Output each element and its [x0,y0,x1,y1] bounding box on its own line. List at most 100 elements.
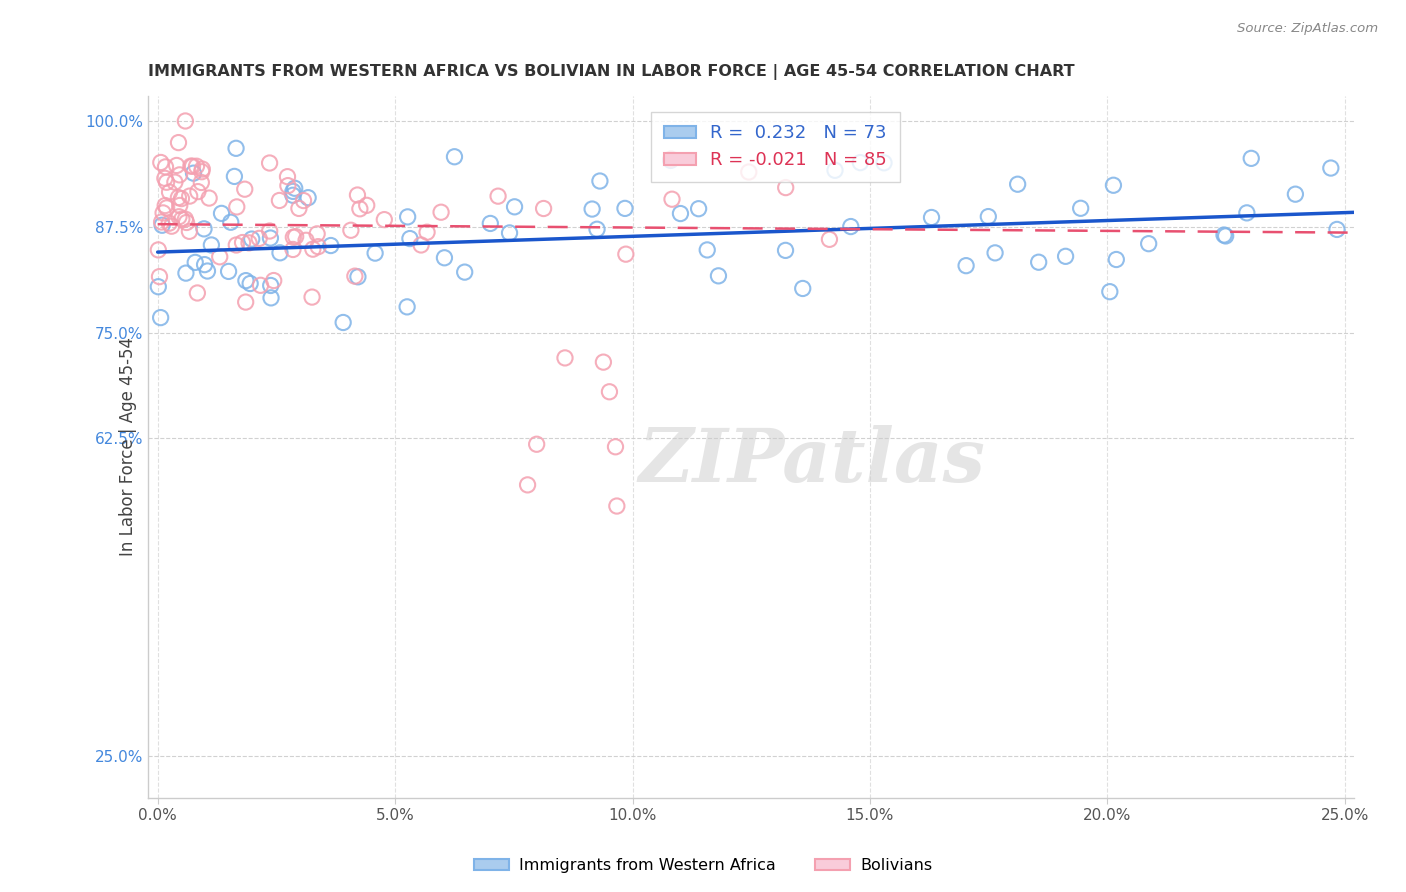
Point [163,175,186,189]
Point [218,264,240,278]
Point [259,156,281,170]
Point [399,231,422,245]
Point [1070,201,1092,215]
Point [349,202,371,216]
Point [148,279,170,293]
Point [1284,187,1306,202]
Point [149,155,172,169]
Point [486,189,509,203]
Point [839,219,862,234]
Point [1028,255,1050,269]
Point [430,205,453,219]
Point [661,192,683,206]
Point [1105,252,1128,267]
Point [818,232,841,246]
Point [194,258,217,272]
Point [396,210,419,224]
Text: Source: ZipAtlas.com: Source: ZipAtlas.com [1237,22,1378,36]
Point [183,166,205,180]
Point [198,191,221,205]
Point [605,440,627,454]
Point [283,230,305,244]
Point [263,274,285,288]
Point [589,174,612,188]
Point [775,180,797,194]
Point [921,211,943,225]
Point [581,202,603,216]
Point [443,150,465,164]
Point [148,243,170,257]
Point [598,384,620,399]
Point [208,250,231,264]
Point [225,238,247,252]
Point [498,226,520,240]
Point [516,478,538,492]
Point [454,265,477,279]
Point [235,295,257,310]
Point [269,245,291,260]
Point [260,291,283,305]
Point [176,215,198,229]
Point [170,192,193,206]
Point [150,215,173,229]
Point [849,155,872,169]
Point [149,310,172,325]
Point [235,274,257,288]
Point [169,168,191,182]
Point [211,206,233,220]
Point [396,300,419,314]
Point [307,240,329,254]
Point [239,277,262,291]
Point [1054,249,1077,263]
Point [186,285,208,300]
Point [186,159,208,173]
Point [409,238,432,252]
Point [174,212,197,227]
Point [373,212,395,227]
Point [148,269,170,284]
Point [190,176,212,190]
Point [792,281,814,295]
Point [307,227,329,241]
Point [707,268,730,283]
Point [219,215,242,229]
Point [297,191,319,205]
Point [346,188,368,202]
Point [281,243,304,257]
Point [343,269,366,284]
Point [977,210,1000,224]
Point [356,198,378,212]
Point [174,266,197,280]
Point [240,232,263,246]
Point [1137,236,1160,251]
Point [659,152,682,166]
Legend: R =  0.232   N = 73, R = -0.021   N = 85: R = 0.232 N = 73, R = -0.021 N = 85 [651,112,900,182]
Y-axis label: In Labor Force | Age 45-54: In Labor Force | Age 45-54 [120,337,136,557]
Point [1326,222,1348,236]
Point [295,233,318,247]
Point [606,499,628,513]
Point [225,141,247,155]
Point [238,235,260,250]
Point [179,224,201,238]
Point [159,185,181,199]
Point [984,245,1007,260]
Point [284,229,307,244]
Point [170,212,193,227]
Point [1098,285,1121,299]
Point [166,158,188,172]
Point [153,198,176,212]
Point [259,224,281,238]
Point [167,136,190,150]
Point [669,206,692,220]
Point [181,159,204,173]
Point [184,255,207,269]
Point [276,169,298,184]
Point [174,114,197,128]
Legend: Immigrants from Western Africa, Bolivians: Immigrants from Western Africa, Bolivian… [467,852,939,880]
Point [1236,206,1258,220]
Point [153,171,176,186]
Point [1213,227,1236,242]
Point [586,222,609,236]
Point [167,210,190,224]
